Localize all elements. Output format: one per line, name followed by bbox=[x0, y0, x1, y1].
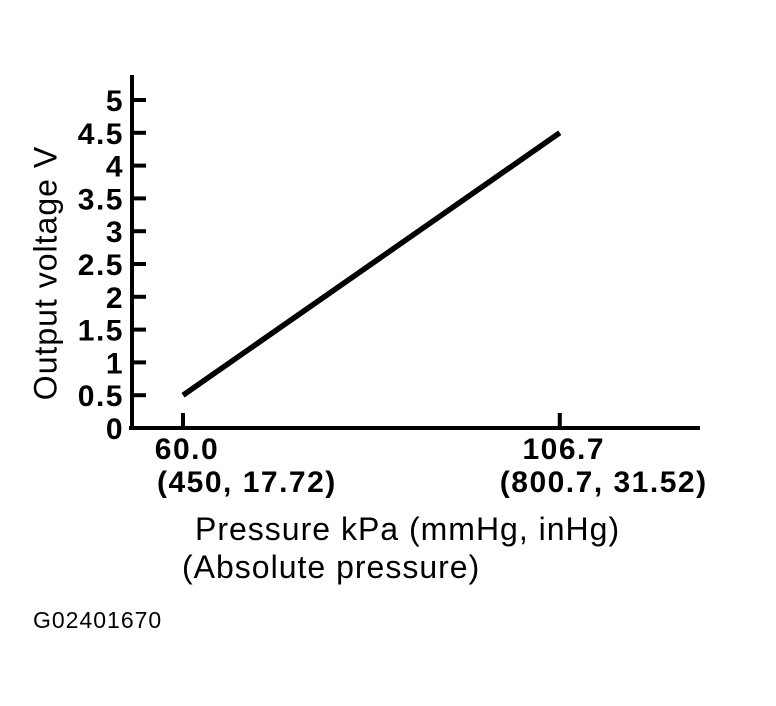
y-tick-label: 4 bbox=[106, 151, 124, 184]
y-tick-label: 0 bbox=[106, 413, 124, 446]
y-tick-label: 1 bbox=[106, 347, 124, 380]
y-tick-label: 0.5 bbox=[78, 380, 124, 413]
y-tick-label: 3.5 bbox=[78, 183, 124, 216]
x-tick-sublabel: (800.7, 31.52) bbox=[500, 466, 708, 499]
x-tick-sublabel: (450, 17.72) bbox=[157, 466, 337, 499]
y-tick-label: 2.5 bbox=[78, 249, 124, 282]
y-tick-label: 5 bbox=[106, 85, 124, 118]
y-axis-title: Output voltage V bbox=[27, 145, 64, 401]
x-tick-label: 106.7 bbox=[522, 433, 605, 466]
sensor-output-line bbox=[181, 130, 562, 398]
x-tick-label: 60.0 bbox=[155, 433, 219, 466]
figure-id-label: G02401670 bbox=[33, 607, 163, 633]
y-tick-label: 3 bbox=[106, 216, 124, 249]
x-axis-title-line1: Pressure kPa (mmHg, inHg) bbox=[195, 511, 621, 547]
y-tick-label: 4.5 bbox=[78, 118, 124, 151]
y-tick-label: 1.5 bbox=[78, 315, 124, 348]
x-axis-title-line2: (Absolute pressure) bbox=[182, 549, 481, 585]
y-tick-label: 2 bbox=[106, 282, 124, 315]
